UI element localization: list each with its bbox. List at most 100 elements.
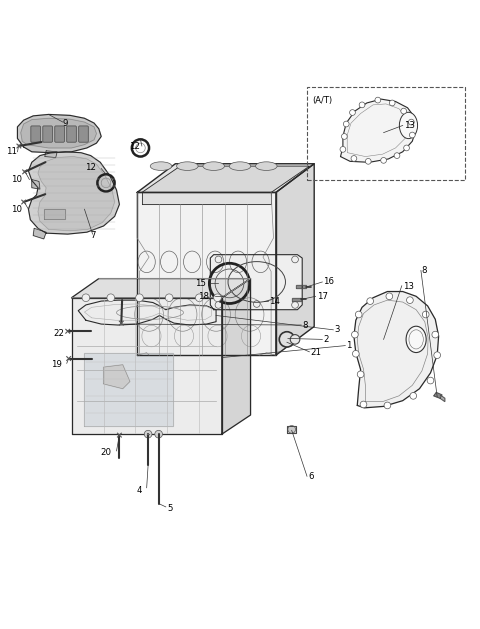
Circle shape [351, 331, 358, 338]
Circle shape [386, 293, 393, 299]
Polygon shape [72, 279, 251, 298]
Polygon shape [44, 209, 65, 219]
Polygon shape [17, 114, 101, 153]
Circle shape [107, 294, 115, 301]
Polygon shape [210, 255, 302, 309]
Circle shape [409, 132, 415, 138]
Polygon shape [32, 179, 40, 189]
Circle shape [394, 153, 400, 159]
Polygon shape [21, 118, 96, 148]
Ellipse shape [255, 162, 277, 170]
Circle shape [340, 147, 346, 152]
Circle shape [401, 108, 407, 114]
Polygon shape [137, 192, 276, 355]
Circle shape [359, 102, 365, 108]
Text: 3: 3 [334, 325, 340, 335]
FancyBboxPatch shape [55, 126, 64, 142]
Circle shape [82, 294, 90, 301]
Circle shape [375, 97, 381, 103]
Polygon shape [38, 157, 115, 231]
Polygon shape [440, 395, 445, 401]
Text: 4: 4 [136, 486, 142, 495]
Circle shape [341, 133, 347, 140]
Circle shape [355, 311, 362, 318]
Ellipse shape [229, 162, 251, 170]
Text: 21: 21 [311, 348, 321, 357]
Text: 16: 16 [323, 277, 334, 286]
Ellipse shape [399, 113, 418, 138]
Text: 17: 17 [317, 292, 327, 301]
Polygon shape [354, 291, 439, 408]
Ellipse shape [406, 326, 426, 352]
Circle shape [195, 294, 203, 301]
Text: 2: 2 [323, 335, 329, 344]
Polygon shape [28, 152, 120, 234]
Text: 18: 18 [198, 292, 209, 301]
Text: 10: 10 [11, 175, 22, 184]
Circle shape [352, 350, 359, 357]
FancyBboxPatch shape [43, 126, 52, 142]
Ellipse shape [150, 162, 172, 170]
Polygon shape [340, 99, 416, 162]
Circle shape [360, 401, 367, 408]
Circle shape [343, 121, 349, 127]
Polygon shape [72, 298, 222, 434]
Text: 9: 9 [63, 118, 68, 128]
Text: 6: 6 [308, 472, 313, 481]
Circle shape [367, 298, 373, 304]
Text: 8: 8 [422, 266, 427, 275]
Polygon shape [104, 365, 130, 389]
Text: 11: 11 [6, 147, 17, 156]
Text: 20: 20 [101, 448, 112, 457]
Circle shape [389, 100, 395, 106]
Circle shape [410, 392, 417, 399]
Text: 15: 15 [194, 279, 205, 288]
Circle shape [427, 377, 434, 384]
Polygon shape [276, 164, 314, 355]
Polygon shape [222, 279, 251, 434]
Circle shape [384, 402, 391, 409]
Ellipse shape [203, 162, 225, 170]
Circle shape [407, 297, 413, 303]
Circle shape [432, 331, 439, 338]
Circle shape [290, 335, 300, 344]
Polygon shape [137, 164, 314, 192]
Circle shape [349, 109, 355, 115]
Circle shape [357, 371, 364, 377]
Circle shape [155, 430, 162, 438]
Circle shape [144, 430, 152, 438]
Text: 19: 19 [51, 360, 62, 369]
Polygon shape [287, 426, 297, 433]
Ellipse shape [177, 162, 198, 170]
Polygon shape [142, 166, 310, 192]
Text: 14: 14 [269, 297, 280, 306]
Polygon shape [292, 298, 301, 301]
FancyBboxPatch shape [79, 126, 88, 142]
Circle shape [422, 311, 429, 318]
Polygon shape [434, 392, 442, 398]
Text: (A/T): (A/T) [312, 96, 332, 104]
Polygon shape [142, 192, 271, 204]
Text: 1: 1 [346, 341, 352, 350]
Polygon shape [84, 353, 173, 426]
Circle shape [279, 331, 295, 347]
Text: 12: 12 [130, 143, 141, 152]
Polygon shape [297, 285, 306, 288]
Circle shape [165, 294, 173, 301]
Circle shape [434, 352, 441, 359]
Circle shape [381, 157, 386, 164]
Circle shape [365, 159, 371, 164]
Circle shape [404, 145, 409, 151]
Text: 22: 22 [53, 329, 64, 338]
Text: 7: 7 [91, 231, 96, 240]
Polygon shape [33, 228, 46, 239]
Text: 8: 8 [302, 321, 308, 330]
Circle shape [136, 294, 144, 301]
FancyBboxPatch shape [67, 126, 76, 142]
Polygon shape [78, 300, 216, 325]
Text: 13: 13 [404, 121, 415, 130]
Circle shape [214, 294, 221, 301]
Circle shape [351, 155, 357, 162]
Circle shape [408, 120, 414, 125]
Polygon shape [45, 151, 57, 157]
